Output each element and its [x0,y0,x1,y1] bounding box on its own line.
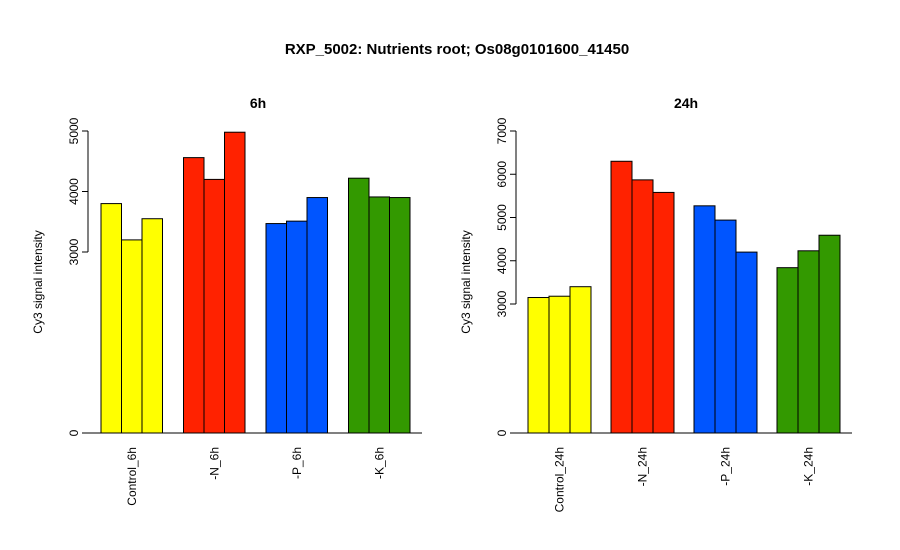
bar [100,203,122,434]
bar [714,219,737,434]
x-tick-label: -P_6h [290,447,304,479]
bar [265,223,287,434]
bar [224,131,246,434]
y-tick-label: 0 [67,429,81,436]
panel-title: 6h [250,95,266,111]
x-tick-label: -P_24h [719,447,733,486]
plot-area-24h: Control_24h -N_24h -P_24h -K_24h 0 3000 4000 50… [495,117,852,512]
bar [631,179,654,434]
bar [569,286,592,434]
bar [776,267,799,434]
y-tick-label: 0 [495,429,509,436]
bar [183,157,205,434]
panel-24h: 24h Cy3 signal intensity Control_24h -N_2… [459,95,852,512]
y-tick-label: 4000 [67,178,81,205]
x-tick-label: -K_6h [372,447,386,479]
y-tick-label: 4000 [495,247,509,274]
bar [141,218,163,434]
bar [203,178,225,434]
bar [527,297,550,434]
bar [286,220,308,434]
bar [548,295,571,434]
bar [306,197,328,434]
bar [652,191,675,434]
plot-area-6h: Control_6h -N_6h -P_6h -K_6h 0 3000 4000 5000 [67,117,422,506]
x-tick-label: -K_24h [802,447,816,486]
bar [368,196,390,434]
y-tick-label: 5000 [67,117,81,144]
bar [348,177,370,434]
x-tick-label: Control_24h [553,447,567,512]
bar [389,197,411,434]
x-tick-label: -N_6h [207,447,221,480]
y-tick-label: 5000 [495,204,509,231]
y-tick-label: 3000 [495,290,509,317]
y-tick-label: 3000 [67,238,81,265]
bar [735,251,758,434]
bar [797,250,820,434]
y-axis-label: Cy3 signal intensity [31,230,45,333]
y-tick-label: 7000 [495,117,509,144]
bar [121,239,143,434]
x-tick-label: Control_6h [125,447,139,506]
panel-6h: 6h Cy3 signal intensity Control_6h -N_6h -… [31,95,422,506]
figure-title: RXP_5002: Nutrients root; Os08g0101600_4… [285,41,629,58]
x-tick-label: -N_24h [636,447,650,486]
y-tick-label: 6000 [495,161,509,188]
bar [610,160,633,434]
panel-title: 24h [674,95,698,111]
bar [693,205,716,434]
y-axis-label: Cy3 signal intensity [459,230,473,333]
bar [818,234,841,434]
